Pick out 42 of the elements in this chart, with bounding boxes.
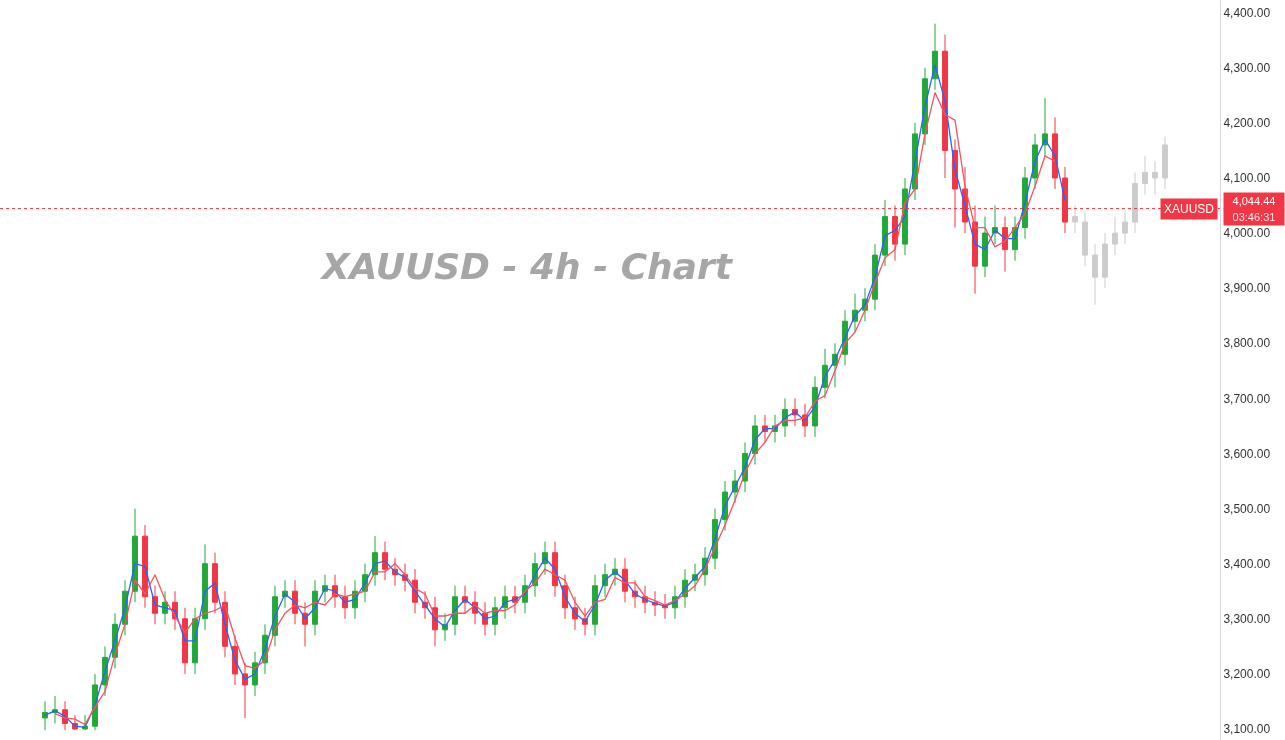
candlestick: [1072, 205, 1078, 234]
candlestick: [592, 574, 598, 636]
candlestick: [1002, 216, 1008, 273]
candlestick: [942, 34, 948, 179]
y-tick-label: 3,100.00: [1223, 722, 1271, 737]
candlestick: [1152, 160, 1158, 195]
y-tick-label: 3,300.00: [1223, 611, 1271, 626]
candlestick: [1162, 136, 1168, 190]
candlestick: [1142, 155, 1148, 195]
text: 03:46:31: [1232, 211, 1276, 223]
candlestick: [1102, 232, 1108, 289]
y-tick-label: 4,300.00: [1223, 60, 1271, 75]
candlestick: [1082, 210, 1088, 267]
candlestick: [1122, 210, 1128, 245]
y-tick-label: 3,500.00: [1223, 501, 1271, 516]
y-tick-label: 4,100.00: [1223, 171, 1271, 186]
text: 4,044.44: [1232, 195, 1276, 207]
candlestick: [1112, 216, 1118, 256]
candlestick: [132, 508, 138, 603]
candlestick: [182, 607, 188, 675]
y-tick-label: 3,200.00: [1223, 667, 1271, 682]
candlestick: [452, 585, 458, 636]
candlestick: [382, 541, 388, 581]
y-tick-label: 4,000.00: [1223, 226, 1271, 241]
ref-line-label: XAUUSD: [1164, 202, 1215, 216]
y-tick-label: 4,200.00: [1223, 116, 1271, 131]
candlestick: [142, 524, 148, 609]
candlestick: [882, 199, 888, 267]
y-tick-label: 3,700.00: [1223, 391, 1271, 406]
text: XAUUSD - 4h - Chart: [319, 246, 734, 287]
candlestick: [312, 579, 318, 636]
y-tick-label: 3,400.00: [1223, 556, 1271, 571]
y-tick-label: 3,800.00: [1223, 336, 1271, 351]
y-tick-label: 4,400.00: [1223, 5, 1271, 20]
candlestick: [42, 700, 48, 731]
candlestick: [212, 552, 218, 614]
y-tick-label: 3,600.00: [1223, 446, 1271, 461]
candlestick: [1092, 243, 1098, 306]
candlestick: [232, 634, 238, 686]
candlestick: [1132, 171, 1138, 234]
y-tick-label: 3,900.00: [1223, 281, 1271, 296]
candlestick: [982, 216, 988, 278]
